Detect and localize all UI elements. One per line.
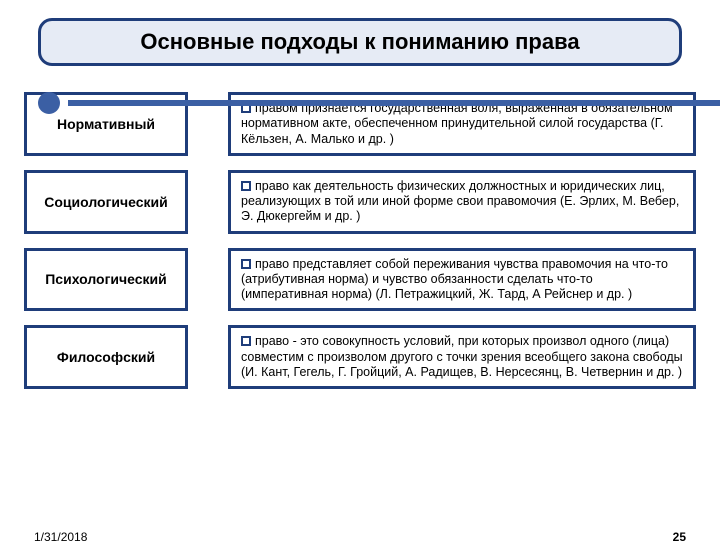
- approach-label-box: Психологический: [24, 248, 188, 312]
- approach-desc-box: право представляет собой переживания чув…: [228, 248, 696, 312]
- accent-dot: [38, 92, 60, 114]
- approach-desc: право как деятельность физических должно…: [241, 179, 679, 224]
- footer-page: 25: [673, 530, 686, 544]
- approach-label-box: Социологический: [24, 170, 188, 234]
- approach-desc: право - это совокупность условий, при ко…: [241, 334, 683, 379]
- bullet-icon: [241, 336, 251, 346]
- approach-label-box: Философский: [24, 325, 188, 389]
- approach-desc: правом признается государственная воля, …: [241, 101, 673, 146]
- approach-desc-box: право как деятельность физических должно…: [228, 170, 696, 234]
- approach-desc-box: право - это совокупность условий, при ко…: [228, 325, 696, 389]
- approach-row: Философский право - это совокупность усл…: [24, 325, 696, 389]
- approach-row: Психологический право представляет собой…: [24, 248, 696, 312]
- footer-date: 1/31/2018: [34, 530, 87, 544]
- accent-bar: [68, 100, 720, 106]
- approach-label: Философский: [57, 349, 155, 365]
- approach-label: Психологический: [45, 271, 167, 287]
- approach-row: Социологический право как деятельность ф…: [24, 170, 696, 234]
- footer: 1/31/2018 25: [34, 530, 686, 544]
- approach-rows: Нормативный правом признается государств…: [24, 92, 696, 389]
- slide-title: Основные подходы к пониманию права: [140, 29, 579, 54]
- approach-desc: право представляет собой переживания чув…: [241, 257, 668, 302]
- slide-title-box: Основные подходы к пониманию права: [38, 18, 682, 66]
- approach-label: Социологический: [44, 194, 168, 210]
- approach-label: Нормативный: [57, 116, 155, 132]
- bullet-icon: [241, 259, 251, 269]
- bullet-icon: [241, 181, 251, 191]
